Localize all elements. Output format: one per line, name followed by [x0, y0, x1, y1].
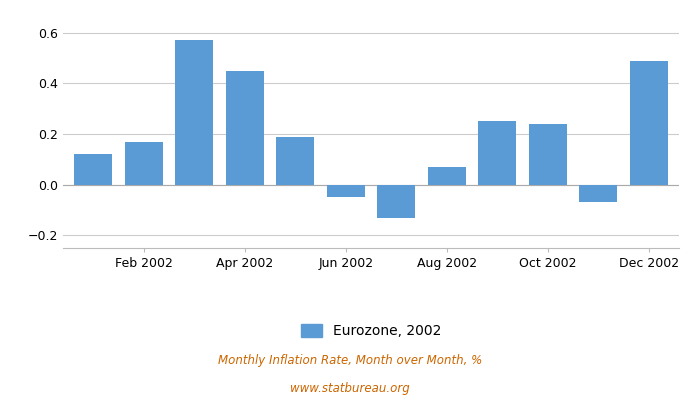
Bar: [276, 136, 314, 185]
Bar: [580, 185, 617, 202]
Legend: Eurozone, 2002: Eurozone, 2002: [295, 319, 447, 344]
Bar: [175, 40, 214, 185]
Bar: [630, 60, 668, 185]
Bar: [428, 167, 466, 185]
Bar: [125, 142, 162, 185]
Bar: [377, 185, 415, 218]
Bar: [226, 71, 264, 185]
Bar: [327, 185, 365, 197]
Bar: [528, 124, 567, 185]
Bar: [74, 154, 112, 185]
Text: www.statbureau.org: www.statbureau.org: [290, 382, 410, 395]
Bar: [478, 121, 516, 185]
Text: Monthly Inflation Rate, Month over Month, %: Monthly Inflation Rate, Month over Month…: [218, 354, 482, 367]
